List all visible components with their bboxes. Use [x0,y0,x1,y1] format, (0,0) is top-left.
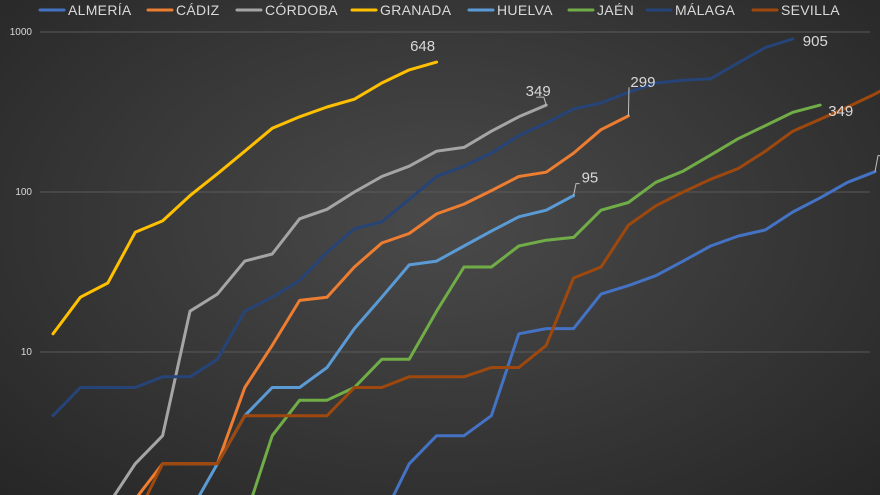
series-line-cordoba [112,103,548,495]
leader-line-huelva [573,183,580,196]
legend-item-granada: GRANADA [350,2,452,18]
legend-item-malaga: MÁLAGA [645,2,736,18]
legend-item-jaen: JAÉN [567,2,634,18]
legend-item-cordoba: CÓRDOBA [235,2,338,18]
data-label-cadiz: 299 [630,74,655,91]
legend-label: JAÉN [597,2,634,18]
legend-label: CÁDIZ [176,2,220,18]
data-label-cordoba: 349 [526,83,551,100]
data-label-granada: 648 [410,38,435,55]
data-label-jaen: 349 [828,103,853,120]
series-line-jaen [251,103,822,495]
series-line-cadiz [136,114,630,495]
gridlines [40,31,870,353]
legend-label: MÁLAGA [675,2,736,18]
series-line-malaga [51,37,795,418]
data-label-malaga: 905 [803,33,828,50]
legend-label: HUELVA [497,2,553,18]
series-line-sevilla [145,89,880,495]
legend-label: ALMERÍA [68,2,132,18]
series-line-almeria [392,170,877,495]
y-axis-tick-labels: 10 100 1000 [10,27,33,358]
series-line-granada [51,60,439,336]
legend-label: CÓRDOBA [265,2,338,18]
legend: ALMERÍA CÁDIZ CÓRDOBA GRANADA HUELVA JAÉN MÁLA… [38,2,840,18]
legend-label: SEVILLA [781,2,840,18]
data-label-huelva: 95 [582,170,599,187]
legend-item-almeria: ALMERÍA [38,2,132,18]
y-tick-label: 100 [15,187,32,198]
y-tick-label: 1000 [10,27,33,38]
leader-line-almeria [874,155,880,172]
leader-line-cordoba [536,96,547,106]
legend-item-huelva: HUELVA [467,2,553,18]
legend-item-cadiz: CÁDIZ [146,2,220,18]
legend-item-sevilla: SEVILLA [751,2,840,18]
y-tick-label: 10 [21,347,33,358]
leader-line-cadiz [627,87,630,116]
series-lines [51,37,880,495]
legend-label: GRANADA [380,2,452,18]
data-labels: 13429934964895349905627 [410,33,880,196]
